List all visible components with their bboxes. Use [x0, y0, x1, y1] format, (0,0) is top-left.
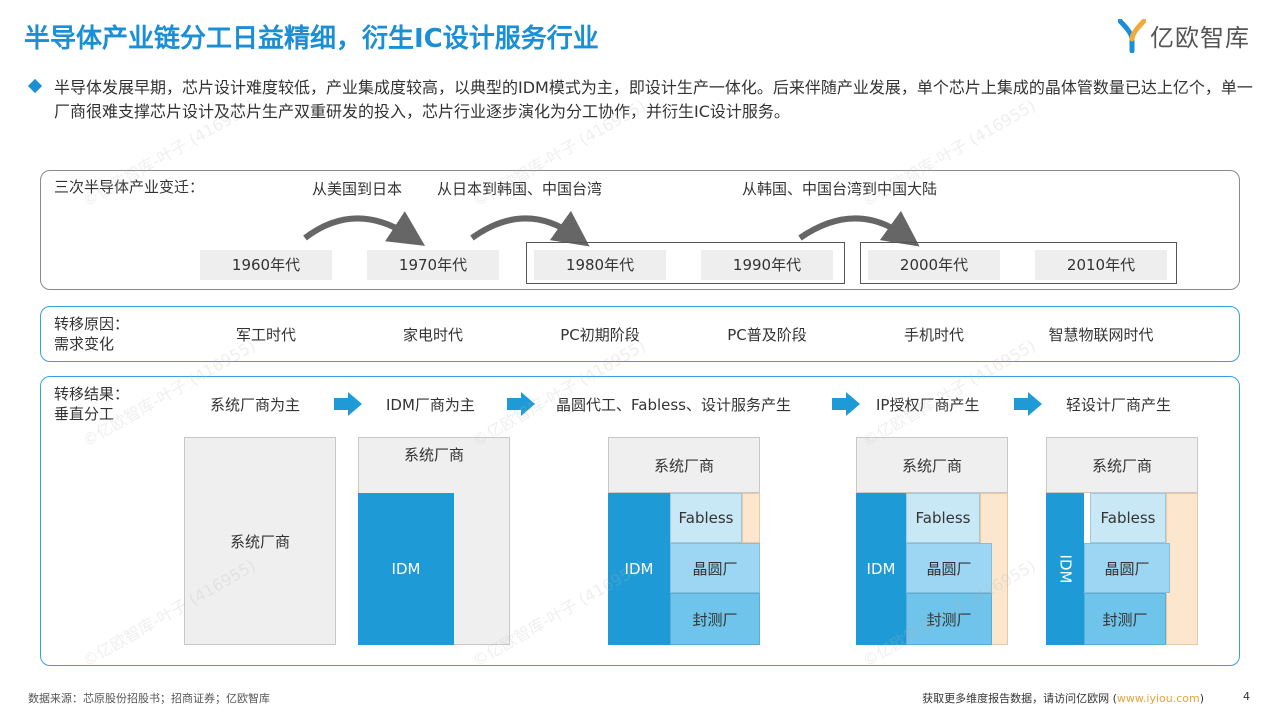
shift-label: 三次半导体产业变迁：	[54, 178, 205, 196]
idm-block: IDM	[358, 493, 454, 645]
decade-group-box	[860, 242, 1177, 284]
system-vendor-block: 系统厂商	[608, 437, 760, 493]
footer-url-link[interactable]: www.iyiou.com	[1116, 692, 1200, 705]
reason-item: 手机时代	[903, 326, 964, 344]
intro-text: 半导体发展早期，芯片设计难度较低，产业集成度较高，以典型的IDM模式为主，即设计…	[54, 78, 1253, 121]
fabless-block: Fabless	[1090, 493, 1166, 543]
shift-panel	[40, 170, 1240, 290]
decade-label: 1980年代	[534, 250, 666, 280]
idm-block: IDM	[1046, 493, 1084, 645]
logo-text: 亿欧智库	[1150, 24, 1250, 52]
curved-arrow-icon	[470, 210, 590, 247]
page-number: 4	[1243, 690, 1250, 703]
decade-label: 1970年代	[367, 250, 499, 280]
idm-vertical-label: IDM	[1055, 554, 1074, 584]
system-vendor-block: 系统厂商	[1046, 437, 1198, 493]
page-title: 半导体产业链分工日益精细，衍生IC设计服务行业	[24, 24, 599, 54]
reason-label: 转移原因：	[54, 315, 130, 333]
curved-arrow-icon	[798, 210, 920, 247]
footer-visit-text: 获取更多维度报告数据，请访问亿欧网 (	[922, 692, 1117, 705]
result-label: 转移结果：	[54, 385, 130, 403]
foundry-block: 晶圆厂	[670, 543, 760, 593]
fabless-block: Fabless	[670, 493, 742, 543]
foundry-block: 晶圆厂	[906, 543, 992, 593]
reason-item: PC初期阶段	[560, 326, 640, 344]
reason-item: 军工时代	[235, 326, 296, 344]
intro-paragraph: 半导体发展早期，芯片设计难度较低，产业集成度较高，以典型的IDM模式为主，即设计…	[27, 76, 1254, 124]
decade-group-box	[526, 242, 845, 284]
curved-arrow-icon	[303, 211, 426, 246]
right-arrow-icon	[507, 392, 535, 416]
test-block: 封测厂	[1084, 593, 1166, 645]
idm-block: IDM	[608, 493, 670, 645]
logo: 亿欧智库	[1118, 18, 1250, 53]
data-source: 数据来源：芯原股份招股书；招商证券；亿欧智库	[28, 692, 270, 705]
shift-item: 从美国到日本	[312, 180, 403, 198]
idm-block: IDM	[856, 493, 906, 645]
test-block: 封测厂	[906, 593, 992, 645]
fabless-block: Fabless	[906, 493, 980, 543]
logo-icon	[1118, 18, 1146, 53]
shift-item: 从韩国、中国台湾到中国大陆	[742, 180, 938, 198]
foundry-block: 晶圆厂	[1084, 543, 1170, 593]
reason-item: 智慧物联网时代	[1048, 326, 1154, 344]
decade-label: 2000年代	[868, 250, 1000, 280]
light-design-block	[1166, 493, 1198, 645]
design-service-block	[742, 493, 760, 543]
decade-label: 2010年代	[1035, 250, 1167, 280]
right-arrow-icon	[1014, 392, 1042, 416]
reason-item: PC普及阶段	[727, 326, 807, 344]
result-item: IDM厂商为主	[386, 396, 475, 414]
reason-panel	[40, 306, 1240, 362]
footer-close-paren: )	[1199, 692, 1204, 705]
reason-item: 家电时代	[402, 326, 463, 344]
reason-label-sub: 需求变化	[54, 335, 115, 353]
right-arrow-icon	[832, 392, 860, 416]
result-item: 轻设计厂商产生	[1066, 396, 1172, 414]
decade-label: 1990年代	[701, 250, 833, 280]
result-item: 系统厂商为主	[210, 396, 301, 414]
result-item: 晶圆代工、Fabless、设计服务产生	[556, 396, 791, 414]
shift-item: 从日本到韩国、中国台湾	[437, 180, 603, 198]
result-item: IP授权厂商产生	[876, 396, 980, 414]
decade-label: 1960年代	[200, 250, 332, 280]
right-arrow-icon	[334, 392, 362, 416]
system-vendor-block: 系统厂商	[184, 437, 336, 645]
system-vendor-block: 系统厂商	[856, 437, 1008, 493]
result-panel	[40, 376, 1240, 666]
test-block: 封测厂	[670, 593, 760, 645]
result-label-sub: 垂直分工	[54, 405, 115, 423]
footer-visit: 获取更多维度报告数据，请访问亿欧网 (www.iyiou.com)	[922, 690, 1204, 706]
